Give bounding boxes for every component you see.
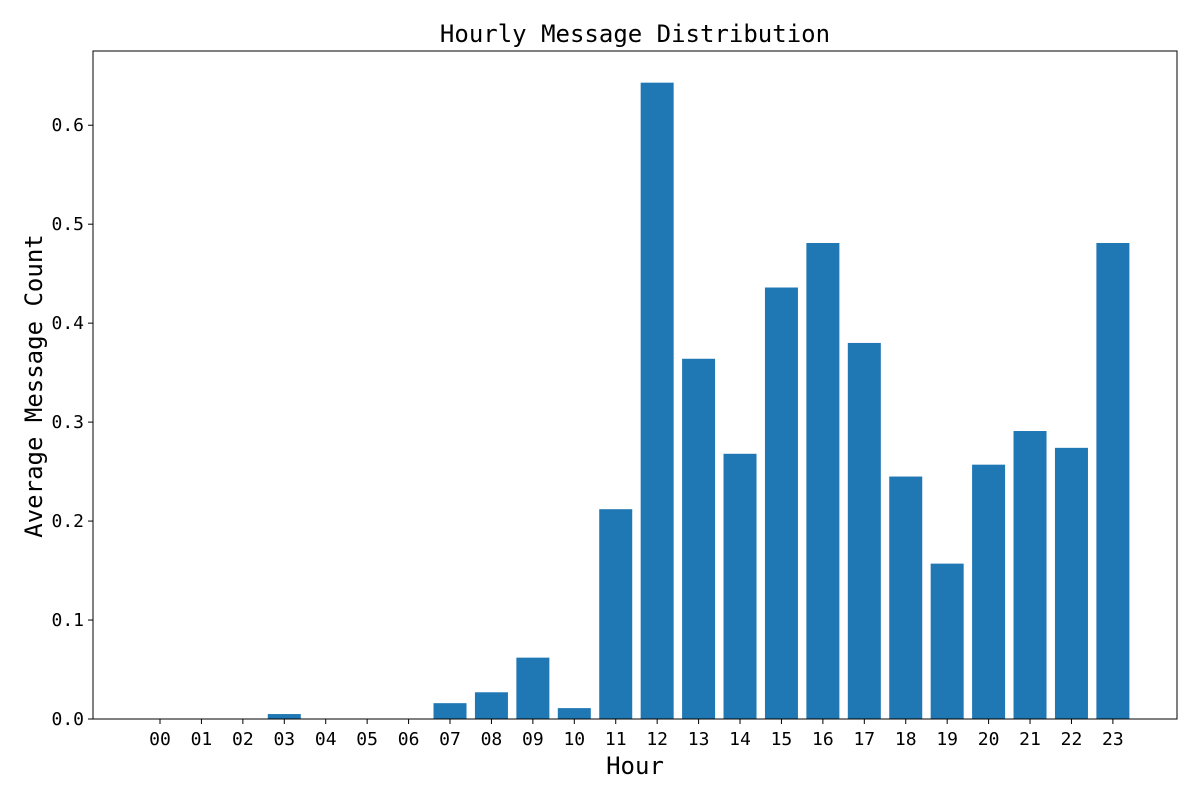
y-axis-ticks: 0.0 0.1 0.2 0.3 0.4 0.5 0.6 [51, 115, 93, 730]
y-tick-label: 0.3 [51, 412, 84, 433]
x-tick-label: 09 [522, 729, 544, 750]
x-tick-label: 00 [149, 729, 171, 750]
x-tick-label: 23 [1102, 729, 1124, 750]
x-tick-label: 07 [439, 729, 461, 750]
x-tick-label: 02 [232, 729, 254, 750]
y-tick-label: 0.4 [51, 313, 84, 334]
x-tick-label: 22 [1061, 729, 1083, 750]
plot-frame [92, 50, 1178, 720]
bar-hour-14 [723, 453, 757, 719]
x-tick-label: 21 [1019, 729, 1041, 750]
x-tick-label: 08 [481, 729, 503, 750]
bar-hour-09 [516, 657, 550, 719]
bar-hour-19 [930, 563, 964, 719]
bar-hour-10 [557, 708, 591, 719]
x-tick-label: 18 [895, 729, 917, 750]
bar-hour-13 [682, 358, 716, 719]
x-tick-label: 14 [729, 729, 751, 750]
bar-hour-12 [640, 82, 674, 720]
bars-group [267, 82, 1130, 720]
x-tick-label: 15 [771, 729, 793, 750]
bar-hour-15 [764, 287, 798, 719]
x-tick-label: 12 [646, 729, 668, 750]
y-tick-label: 0.2 [51, 511, 84, 532]
x-tick-label: 10 [563, 729, 585, 750]
x-tick-label: 13 [688, 729, 710, 750]
bar-hour-21 [1013, 431, 1047, 719]
x-tick-label: 11 [605, 729, 627, 750]
y-tick-label: 0.6 [51, 115, 84, 136]
chart-title: Hourly Message Distribution [440, 20, 830, 48]
x-tick-label: 20 [978, 729, 1000, 750]
x-tick-label: 17 [853, 729, 875, 750]
x-tick-label: 19 [936, 729, 958, 750]
x-tick-label: 03 [273, 729, 295, 750]
bar-hour-16 [806, 242, 840, 720]
bar-hour-11 [599, 509, 633, 719]
x-tick-label: 01 [191, 729, 213, 750]
x-axis-label: Hour [606, 752, 664, 780]
bar-hour-07 [433, 703, 467, 719]
bar-hour-08 [474, 692, 508, 719]
x-tick-label: 05 [356, 729, 378, 750]
x-tick-label: 06 [398, 729, 420, 750]
x-axis-ticks: 00 01 02 03 04 05 06 07 08 09 10 11 12 13 14 15 16 17 18 19… [149, 719, 1124, 750]
bar-hour-17 [847, 342, 881, 719]
bar-hour-03 [267, 714, 301, 719]
y-tick-label: 0.5 [51, 214, 84, 235]
x-tick-label: 16 [812, 729, 834, 750]
y-tick-label: 0.0 [51, 709, 84, 730]
bar-hour-18 [889, 476, 923, 719]
x-tick-label: 04 [315, 729, 337, 750]
bar-hour-20 [972, 464, 1006, 719]
bar-hour-22 [1054, 447, 1088, 719]
y-axis-label: Average Message Count [20, 234, 48, 537]
bar-hour-23 [1096, 242, 1130, 720]
y-tick-label: 0.1 [51, 610, 84, 631]
